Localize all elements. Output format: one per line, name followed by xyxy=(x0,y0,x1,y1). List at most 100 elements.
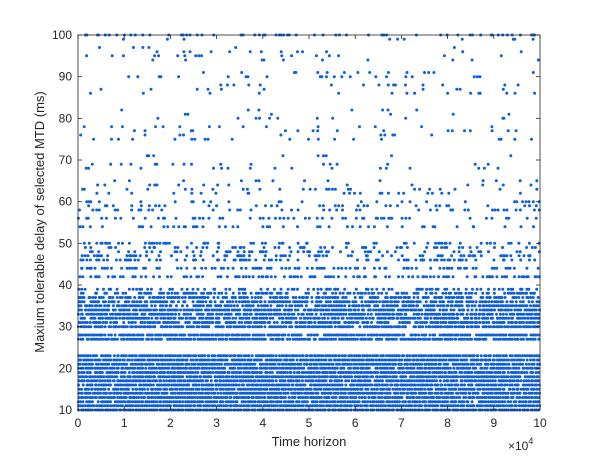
scatter-point xyxy=(173,337,177,341)
scatter-point xyxy=(512,387,516,391)
scatter-point xyxy=(402,371,406,374)
scatter-point xyxy=(116,300,120,304)
scatter-point xyxy=(237,354,241,358)
scatter-point xyxy=(382,333,386,337)
scatter-point xyxy=(359,362,363,366)
scatter-point xyxy=(107,308,111,312)
scatter-point xyxy=(382,325,386,329)
scatter-point xyxy=(442,362,446,366)
scatter-point xyxy=(80,312,84,316)
scatter-point xyxy=(507,316,511,320)
scatter-point xyxy=(386,304,390,308)
scatter-point xyxy=(410,371,413,374)
scatter-point xyxy=(527,362,531,366)
scatter-point xyxy=(297,404,301,408)
scatter-point xyxy=(516,312,520,316)
scatter-point xyxy=(478,300,482,304)
scatter-point xyxy=(462,366,466,370)
scatter-point xyxy=(257,396,261,399)
scatter-point xyxy=(516,383,520,387)
scatter-point xyxy=(251,325,255,329)
scatter-point xyxy=(493,325,497,329)
scatter-point xyxy=(509,400,513,404)
scatter-point xyxy=(275,308,279,312)
scatter-point xyxy=(349,371,353,374)
scatter-point xyxy=(517,308,520,312)
scatter-point xyxy=(147,404,151,408)
scatter-point xyxy=(103,333,107,337)
scatter-point xyxy=(225,383,229,387)
scatter-point xyxy=(403,387,407,391)
scatter-point xyxy=(492,333,496,337)
scatter-point xyxy=(531,308,534,312)
scatter-point xyxy=(86,337,90,341)
scatter-point xyxy=(371,354,374,358)
scatter-point xyxy=(270,371,274,374)
scatter-point xyxy=(237,337,241,341)
scatter-point xyxy=(378,375,382,379)
scatter-point xyxy=(219,391,223,395)
scatter-point xyxy=(493,304,496,308)
scatter-point xyxy=(346,400,350,404)
scatter-point xyxy=(140,391,144,395)
scatter-point xyxy=(247,404,251,408)
scatter-point xyxy=(376,304,380,308)
scatter-point xyxy=(93,391,97,395)
scatter-point xyxy=(433,333,437,337)
scatter-point xyxy=(431,312,435,316)
scatter-point xyxy=(348,400,352,404)
scatter-point xyxy=(153,312,157,316)
scatter-point xyxy=(534,371,538,374)
scatter-point xyxy=(292,333,296,337)
scatter-point xyxy=(197,383,201,387)
scatter-point xyxy=(139,396,143,399)
scatter-point xyxy=(295,321,299,324)
scatter-point xyxy=(175,404,179,408)
scatter-point xyxy=(178,400,182,404)
scatter-point xyxy=(221,375,225,379)
scatter-point xyxy=(498,371,502,374)
scatter-point xyxy=(422,383,426,387)
scatter-point xyxy=(515,366,518,370)
scatter-point xyxy=(278,316,281,320)
scatter-point xyxy=(117,304,121,308)
scatter-point xyxy=(330,325,333,329)
scatter-point xyxy=(152,296,156,299)
scatter-point xyxy=(127,333,130,337)
scatter-point xyxy=(139,325,143,329)
scatter-point xyxy=(215,362,219,366)
scatter-point xyxy=(193,296,197,299)
scatter-point xyxy=(430,366,434,370)
scatter-point xyxy=(519,362,523,366)
scatter-point xyxy=(145,404,149,408)
scatter-point xyxy=(238,308,242,312)
scatter-point xyxy=(113,383,117,387)
scatter-point xyxy=(326,391,330,395)
scatter-point xyxy=(165,325,169,329)
scatter-point xyxy=(231,375,235,379)
scatter-point xyxy=(98,358,102,362)
scatter-point xyxy=(380,358,384,362)
scatter-point xyxy=(319,312,323,316)
scatter-point xyxy=(173,383,177,387)
scatter-point xyxy=(255,404,259,408)
scatter-point xyxy=(293,362,297,366)
scatter-point xyxy=(537,358,541,362)
scatter-point xyxy=(336,404,339,408)
scatter-point xyxy=(199,404,203,408)
scatter-point xyxy=(477,316,481,320)
scatter-point xyxy=(272,296,275,299)
scatter-point xyxy=(380,404,383,408)
scatter-point xyxy=(225,325,229,329)
scatter-point xyxy=(235,400,239,404)
scatter-point xyxy=(364,316,368,320)
scatter-point xyxy=(321,404,325,408)
scatter-point xyxy=(219,354,223,358)
scatter-point xyxy=(472,354,476,358)
scatter-point xyxy=(325,400,329,404)
scatter-point xyxy=(195,375,199,379)
scatter-point xyxy=(94,383,98,387)
scatter-point xyxy=(494,337,498,341)
scatter-point xyxy=(290,391,294,395)
scatter-point xyxy=(392,379,396,383)
